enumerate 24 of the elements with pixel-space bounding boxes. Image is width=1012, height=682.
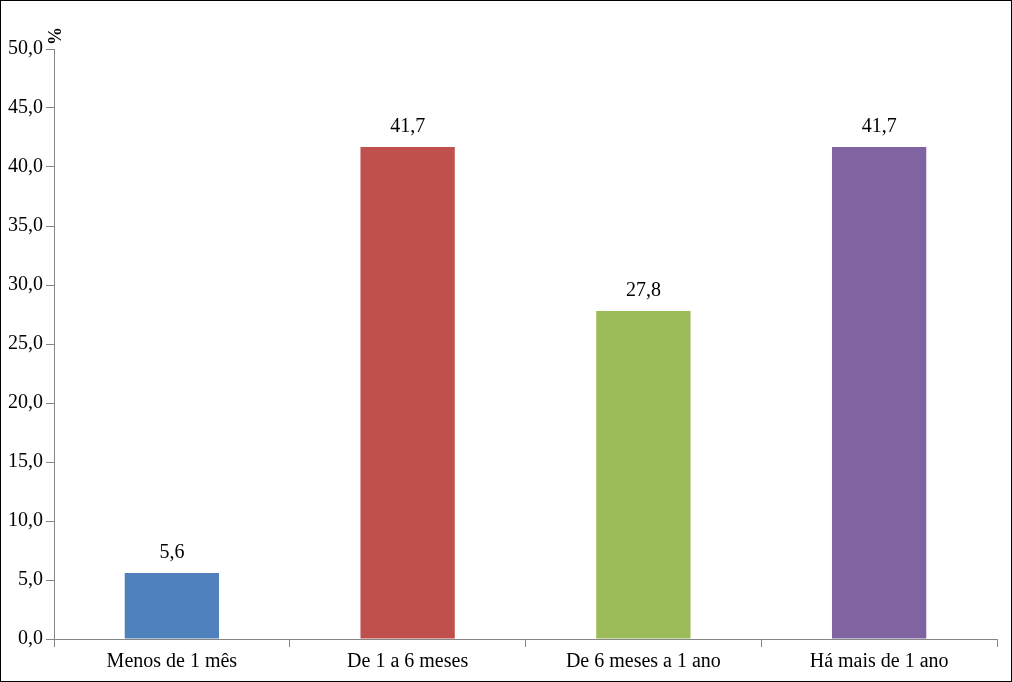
y-axis-title: %	[44, 27, 65, 45]
y-tick-label: 30,0	[8, 272, 43, 295]
data-label: 41,7	[390, 114, 426, 137]
y-tick-label: 20,0	[8, 390, 43, 413]
data-label: 5,6	[159, 540, 185, 563]
y-tick-label: 15,0	[8, 449, 43, 472]
y-tick-label: 35,0	[8, 213, 43, 236]
data-label: 27,8	[625, 278, 661, 301]
x-tick-label: Há mais de 1 ano	[809, 649, 949, 672]
x-tick-label: De 6 meses a 1 ano	[565, 649, 721, 672]
x-tick-label: De 1 a 6 meses	[347, 649, 469, 672]
y-tick-label: 50,0	[8, 36, 43, 59]
x-tick-label: Menos de 1 mês	[106, 649, 238, 672]
y-tick-label: 0,0	[18, 626, 43, 649]
y-tick-label: 45,0	[8, 95, 43, 118]
y-tick-label: 5,0	[18, 567, 43, 590]
bar	[360, 146, 455, 639]
y-tick-label: 40,0	[8, 154, 43, 177]
bar	[124, 572, 220, 639]
bar	[596, 310, 691, 639]
data-label: 41,7	[861, 114, 897, 137]
y-tick-label: 25,0	[8, 331, 43, 354]
y-tick-label: 10,0	[8, 508, 43, 531]
bar	[831, 146, 927, 639]
